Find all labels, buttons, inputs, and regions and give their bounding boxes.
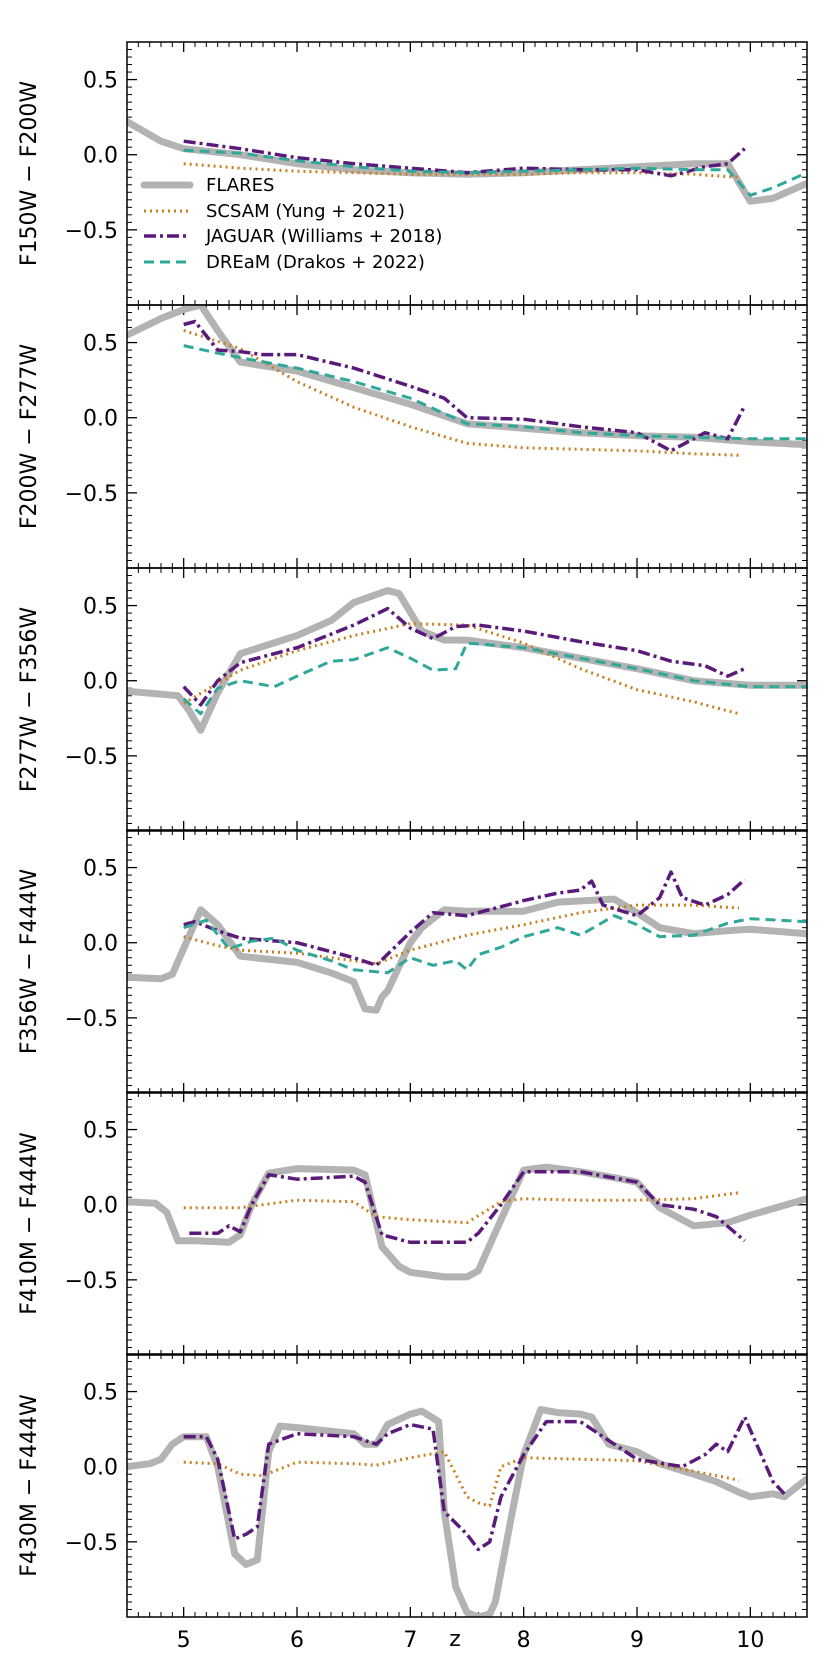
panel-6: 5 6 7 8 9 10 0.5 0.0 −0.5 F430M − F444W	[17, 1353, 808, 1653]
y-tick-label: −0.5	[65, 219, 118, 244]
panel-2: 0.5 0.0 −0.5 F200W − F277W	[17, 304, 808, 569]
y-axis-label: F277W − F356W	[17, 607, 42, 792]
panel-frame	[126, 1353, 808, 1618]
legend-scsam-label: SCSAM (Yung + 2021)	[206, 201, 405, 222]
panel-frame	[126, 567, 808, 832]
y-tick-label: −0.5	[65, 1531, 118, 1556]
y-tick-label: 0.0	[83, 1194, 118, 1219]
y-tick-label: 0.0	[83, 144, 118, 169]
legend-flares-label: FLARES	[206, 175, 274, 196]
y-tick-label: 0.5	[83, 1381, 118, 1406]
y-tick-label: −0.5	[65, 482, 118, 507]
x-tick-label: 9	[630, 1628, 644, 1653]
y-axis-label: F200W − F277W	[17, 344, 42, 529]
y-tick-label: −0.5	[65, 1007, 118, 1032]
series-flares	[127, 305, 807, 449]
series-jaguar	[182, 606, 746, 707]
y-axis-label: F150W − F200W	[17, 81, 42, 266]
series-dream	[183, 914, 807, 975]
series-jaguar	[183, 870, 746, 968]
series-group	[127, 118, 807, 205]
series-flares	[127, 587, 807, 734]
panel-frame	[126, 829, 808, 1094]
x-tick-label: 10	[736, 1628, 764, 1653]
y-tick-label: 0.0	[83, 670, 118, 695]
x-tick-label: 7	[403, 1628, 417, 1653]
y-tick-label: 0.5	[83, 595, 118, 620]
series-jaguar	[183, 319, 747, 453]
panels: 0.5 0.0 −0.5 F150W − F200W 0.5 0.0 −0.5 F200W −…	[17, 41, 808, 1653]
series-group	[127, 587, 807, 734]
y-tick-label: 0.0	[83, 407, 118, 432]
panel-4: 0.5 0.0 −0.5 F356W − F444W	[17, 829, 808, 1094]
series-scsam	[183, 1191, 740, 1225]
panel-5: 0.5 0.0 −0.5 F410M − F444W	[17, 1091, 808, 1356]
legend-jaguar-label: JAGUAR (Williams + 2018)	[205, 226, 442, 247]
series-group	[127, 1163, 807, 1281]
series-flares	[127, 1163, 807, 1281]
y-tick-label: 0.5	[83, 332, 118, 357]
y-axis-label: F430M − F444W	[17, 1394, 42, 1577]
y-axis-label: F410M − F444W	[17, 1132, 42, 1315]
y-tick-label: −0.5	[65, 1269, 118, 1294]
y-tick-label: 0.0	[83, 932, 118, 957]
y-axis-label: F356W − F444W	[17, 869, 42, 1054]
panel-3: 0.5 0.0 −0.5 F277W − F356W	[17, 567, 808, 832]
x-tick-label: 8	[517, 1628, 531, 1653]
y-tick-label: 0.0	[83, 1456, 118, 1481]
x-tick-label: 6	[290, 1628, 304, 1653]
legend-dream-label: DREaM (Drakos + 2022)	[206, 252, 425, 273]
x-axis-label: z	[449, 1627, 461, 1652]
legend: FLARES SCSAM (Yung + 2021) JAGUAR (Willi…	[140, 175, 442, 273]
y-tick-label: −0.5	[65, 745, 118, 770]
series-group	[127, 1406, 807, 1617]
series-scsam	[183, 903, 740, 966]
series-dream	[182, 641, 807, 716]
series-scsam	[183, 329, 740, 457]
series-dream	[183, 148, 807, 197]
series-dream	[183, 344, 807, 441]
y-tick-label: 0.5	[83, 857, 118, 882]
series-flares	[127, 1406, 807, 1617]
x-tick-label: 5	[177, 1628, 191, 1653]
series-jaguar	[189, 1169, 746, 1245]
series-group	[127, 305, 807, 457]
y-tick-label: 0.5	[83, 1119, 118, 1144]
series-group	[127, 870, 807, 1014]
series-flares	[127, 895, 807, 1014]
y-tick-label: 0.5	[83, 69, 118, 94]
